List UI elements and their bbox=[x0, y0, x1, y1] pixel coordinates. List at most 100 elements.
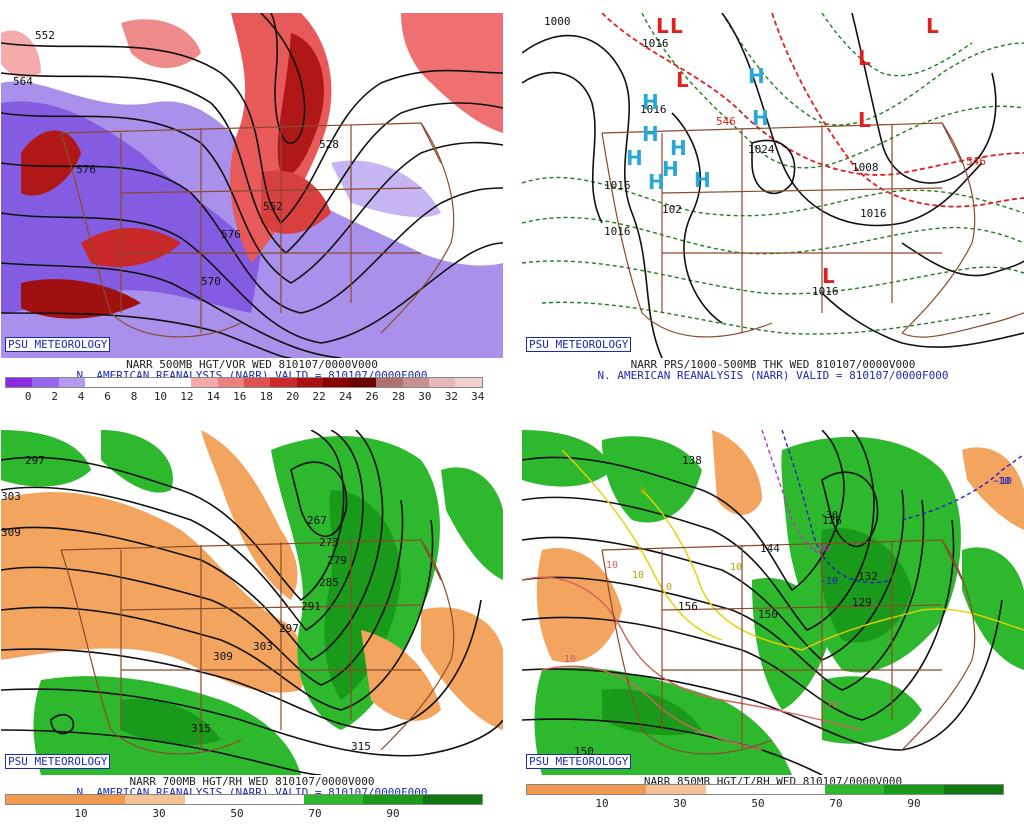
contour-label: 138 bbox=[682, 454, 702, 467]
panel-pressure-thickness: 1000 1016 1016 1016 1024 1008 1016 1016 … bbox=[522, 13, 1024, 416]
contour-label: 315 bbox=[351, 740, 371, 753]
colorbar-tick-label: 10 bbox=[74, 807, 88, 820]
contour-label: 309 bbox=[213, 650, 233, 663]
vorticity-shading bbox=[1, 13, 503, 358]
contour-label: 309 bbox=[1, 526, 21, 539]
low-pressure-marker: L bbox=[676, 68, 689, 92]
colorbar-tick-label: 10 bbox=[153, 390, 168, 403]
colorbar-swatch bbox=[164, 378, 192, 387]
contour-label: 552 bbox=[263, 200, 283, 213]
borders bbox=[601, 122, 1024, 338]
temperature-label: -20 bbox=[812, 544, 830, 555]
colorbar-tick-label: 50 bbox=[751, 797, 765, 810]
panel-850mb: 138 126 144 150 156 132 129 150 -10 -30 … bbox=[522, 430, 1024, 833]
colorbar-tick-label: 30 bbox=[418, 390, 432, 403]
borders bbox=[60, 539, 455, 755]
contour-label: 570 bbox=[201, 275, 221, 288]
colorbar-tick-label: 6 bbox=[104, 390, 111, 403]
panel-subtitle: N. AMERICAN REANALYSIS (NARR) VALID = 81… bbox=[597, 369, 949, 382]
colorbar-swatch bbox=[217, 378, 244, 387]
panel-title: NARR PRS/1000-500MB THK WED 810107/0000V… bbox=[630, 358, 916, 371]
colorbar-tick-label: 24 bbox=[338, 390, 353, 403]
colorbar-swatch bbox=[705, 785, 765, 794]
psu-meteorology-label: PSU METEOROLOGY bbox=[526, 337, 632, 352]
colorbar-swatch bbox=[455, 378, 482, 387]
high-pressure-marker: H bbox=[752, 106, 769, 130]
colorbar-tick-label: 8 bbox=[130, 390, 138, 403]
contour-label: 576 bbox=[76, 163, 96, 176]
colorbar-swatch bbox=[6, 378, 33, 387]
temperature-contours bbox=[522, 430, 1024, 751]
borders bbox=[60, 122, 455, 338]
isobar-label: 1016 bbox=[640, 103, 667, 116]
colorbar-ticks: 10 30 50 70 90 bbox=[5, 807, 481, 820]
colorbar-swatch bbox=[429, 378, 456, 387]
thickness-contours-green bbox=[522, 13, 1024, 335]
rh-shading bbox=[1, 430, 503, 775]
colorbar-swatch bbox=[85, 378, 112, 387]
isobar-label: 1016 bbox=[604, 225, 631, 238]
low-pressure-marker: L bbox=[926, 14, 939, 38]
temperature-label: 0 bbox=[640, 486, 646, 497]
colorbar-swatch bbox=[884, 785, 944, 794]
contour-label: 273 bbox=[319, 536, 339, 549]
temperature-label: -10 bbox=[994, 476, 1012, 487]
low-pressure-marker: L bbox=[670, 14, 683, 38]
colorbar-tick-label: 0 bbox=[24, 390, 32, 403]
contour-label: 297 bbox=[279, 622, 299, 635]
colorbar-tick-label: 20 bbox=[286, 390, 300, 403]
colorbar-tick-label: 22 bbox=[312, 390, 326, 403]
colorbar-tick-label: 16 bbox=[233, 390, 247, 403]
panel-500mb: 552 564 576 528 552 576 570 PSU METEOROL… bbox=[1, 13, 503, 416]
high-pressure-marker: H bbox=[626, 146, 643, 170]
colorbar-tick-label: 28 bbox=[391, 390, 406, 403]
colorbar-tick-label: 50 bbox=[230, 807, 244, 820]
contour-labels: 297 303 309 267 273 279 285 291 297 303 … bbox=[1, 454, 371, 753]
isobar-label: 1016 bbox=[812, 285, 839, 298]
thickness-label: 546 bbox=[966, 155, 986, 168]
isobar-label: 1000 bbox=[544, 15, 571, 28]
contour-label: 303 bbox=[1, 490, 21, 503]
low-pressure-marker: L bbox=[858, 108, 871, 132]
high-pressure-marker: H bbox=[670, 136, 687, 160]
colorbar-swatch bbox=[824, 785, 884, 794]
high-pressure-marker: H bbox=[642, 122, 659, 146]
colorbar-tick-label: 30 bbox=[152, 807, 166, 820]
isobar-label: 1016 bbox=[860, 207, 887, 220]
colorbar-swatch bbox=[125, 795, 185, 804]
colorbar-swatch bbox=[184, 795, 244, 804]
colorbar-swatch bbox=[65, 795, 125, 804]
contour-label: 267 bbox=[307, 514, 327, 527]
contour-label: 285 bbox=[319, 576, 339, 589]
temperature-label: 10 bbox=[730, 562, 742, 573]
temperature-label: 10 bbox=[564, 654, 576, 665]
map-700mb-rh: 297 303 309 267 273 279 285 291 297 303 … bbox=[1, 430, 503, 775]
contour-label: 576 bbox=[221, 228, 241, 241]
isobars bbox=[522, 13, 1024, 358]
isobar-label: 1016 bbox=[642, 37, 669, 50]
high-pressure-marker: H bbox=[694, 168, 711, 192]
height-contours bbox=[1, 430, 503, 775]
contour-label: 528 bbox=[319, 138, 339, 151]
temperature-label: 10 bbox=[826, 700, 838, 711]
contour-label: 126 bbox=[822, 514, 842, 527]
colorbar-ticks: 0 2 4 6 8 10 12 14 16 18 20 22 24 26 28 30 32 34 bbox=[5, 390, 484, 403]
panel-title: NARR 700MB HGT/RH WED 810107/0000V000 bbox=[129, 775, 375, 788]
colorbar-swatch bbox=[422, 795, 482, 804]
colorbar-tick-label: 30 bbox=[673, 797, 687, 810]
colorbar-swatch bbox=[296, 378, 324, 387]
isobar-label: 102 bbox=[662, 203, 682, 216]
temperature-labels: -10 -30 -20 -10 -10 10 0 10 10 10 0 10 bbox=[564, 476, 1012, 711]
colorbar-tick-label: 10 bbox=[595, 797, 609, 810]
colorbar-swatch bbox=[270, 378, 297, 387]
panel-700mb: 297 303 309 267 273 279 285 291 297 303 … bbox=[1, 430, 503, 833]
colorbar-swatch bbox=[349, 378, 377, 387]
colorbar-swatch bbox=[376, 378, 403, 387]
contour-label: 129 bbox=[852, 596, 872, 609]
colorbar-tick-label: 18 bbox=[259, 390, 273, 403]
psu-meteorology-label: PSU METEOROLOGY bbox=[5, 754, 111, 769]
temperature-label: 10 bbox=[632, 570, 644, 581]
colorbar-swatch bbox=[527, 785, 587, 794]
colorbar-tick-label: 12 bbox=[180, 390, 194, 403]
high-pressure-marker: H bbox=[662, 157, 679, 181]
